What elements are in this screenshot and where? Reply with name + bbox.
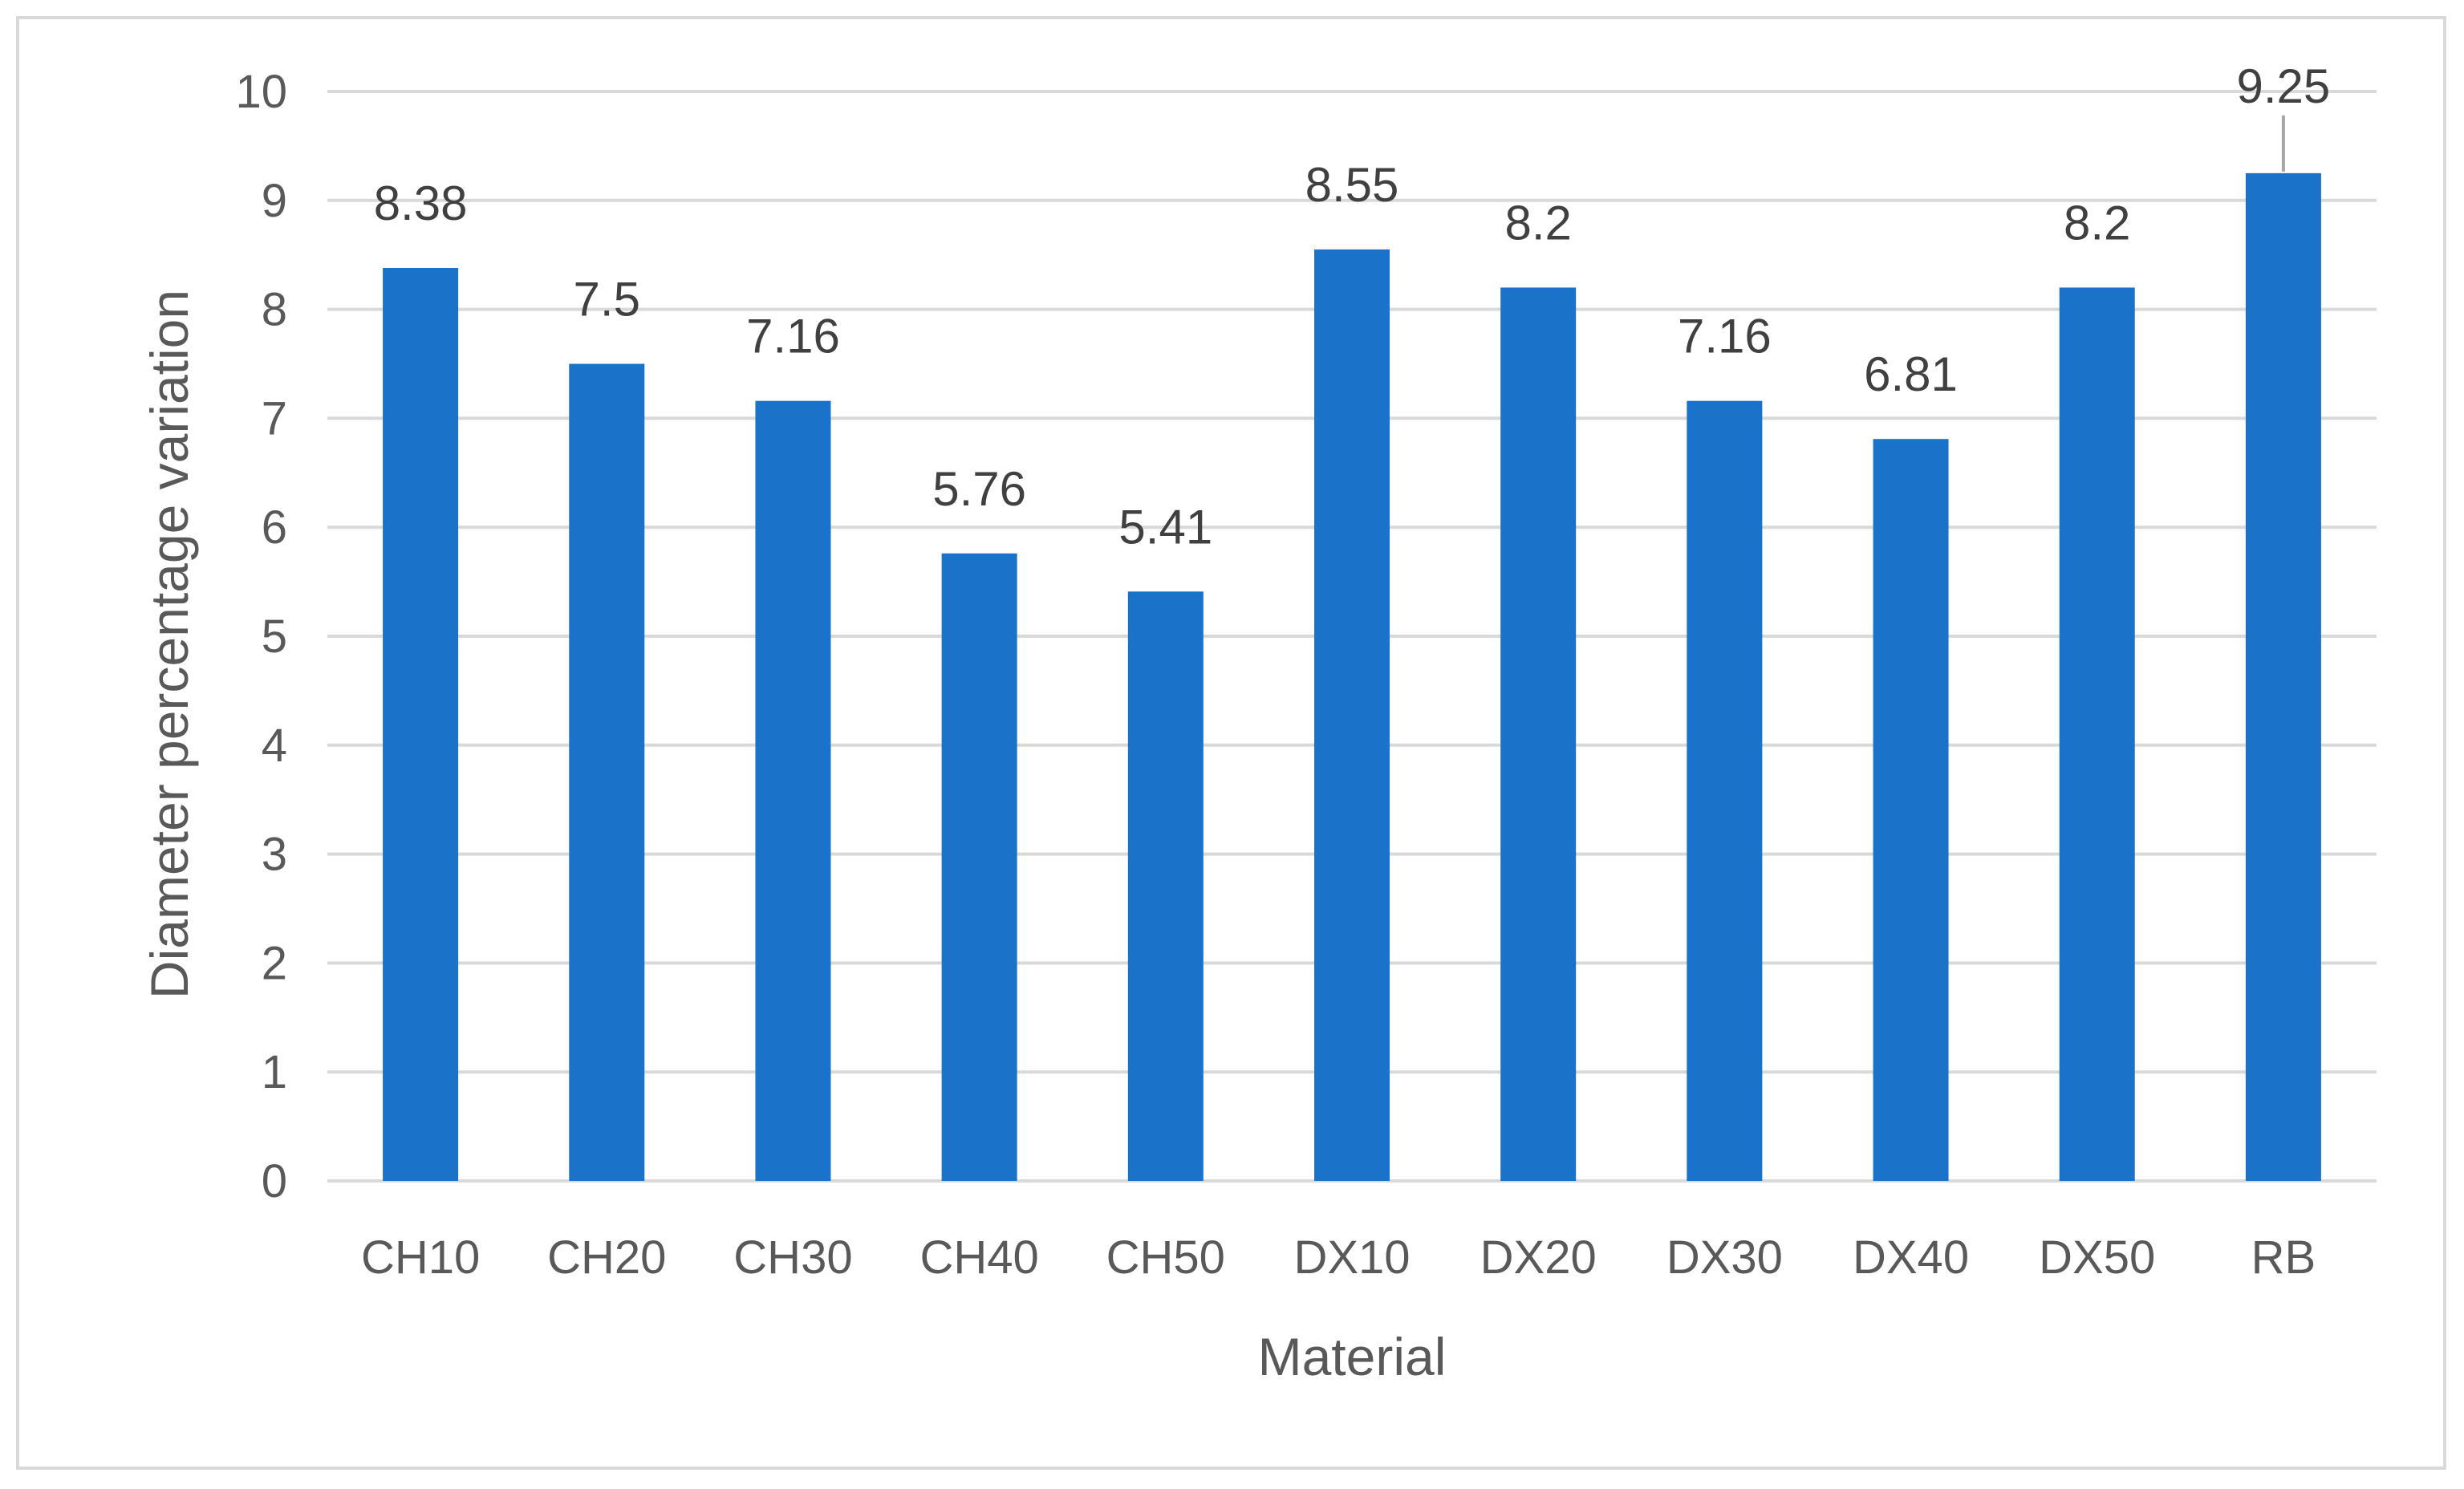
bar-ch50 <box>1127 591 1204 1181</box>
y-tick-label: 3 <box>262 829 287 881</box>
chart-frame: 8.38 7.5 7.16 5.76 5.41 8.55 8.2 7.16 6.81 8.2 9.2… <box>16 16 2446 1470</box>
bar-chart: 8.38 7.5 7.16 5.76 5.41 8.55 8.2 7.16 6.81 8.2 9.2… <box>140 59 2377 1386</box>
y-tick-label: 5 <box>262 611 287 663</box>
data-labels: 8.38 7.5 7.16 5.76 5.41 8.55 8.2 7.16 6.81 8.2 9.2… <box>374 59 2331 554</box>
x-tick-label: CH20 <box>547 1231 666 1284</box>
x-tick-label: CH30 <box>733 1231 852 1284</box>
x-axis-ticks: CH10 CH20 CH30 CH40 CH50 DX10 DX20 DX30 DX40 DX50… <box>361 1231 2316 1284</box>
data-label-dx50: 8.2 <box>2064 196 2130 250</box>
bar-dx30 <box>1687 400 1763 1181</box>
bar-ch40 <box>941 553 1017 1181</box>
x-tick-label: DX50 <box>2039 1231 2155 1284</box>
x-axis-title: Material <box>1258 1327 1447 1386</box>
bar-ch30 <box>755 400 831 1181</box>
bar-ch10 <box>383 267 459 1182</box>
y-tick-label: 10 <box>235 66 287 118</box>
data-label-dx30: 7.16 <box>1678 310 1772 363</box>
bar-dx20 <box>1500 287 1577 1182</box>
bar-dx40 <box>1873 439 1949 1181</box>
y-tick-label: 9 <box>262 175 287 227</box>
y-tick-label: 6 <box>262 501 287 554</box>
bar-ch20 <box>569 363 645 1181</box>
y-axis-title: Diameter percentage variation <box>140 290 199 999</box>
data-label-ch20: 7.5 <box>574 273 640 327</box>
x-tick-label: DX40 <box>1853 1231 1969 1284</box>
data-label-dx40: 6.81 <box>1864 347 1958 401</box>
bar-dx50 <box>2059 287 2135 1182</box>
y-tick-label: 8 <box>262 284 287 336</box>
x-tick-label: CH50 <box>1106 1231 1225 1284</box>
x-tick-label: DX20 <box>1480 1231 1597 1284</box>
y-tick-label: 1 <box>262 1046 287 1098</box>
x-tick-label: DX10 <box>1293 1231 1410 1284</box>
x-tick-label: CH10 <box>361 1231 480 1284</box>
data-label-rb: 9.25 <box>2237 59 2331 113</box>
y-tick-label: 0 <box>262 1155 287 1207</box>
bar-dx10 <box>1314 249 1390 1181</box>
x-tick-label: CH40 <box>919 1231 1038 1284</box>
bar-rb <box>2245 172 2321 1182</box>
data-label-dx10: 8.55 <box>1305 158 1399 212</box>
y-tick-label: 7 <box>262 392 287 444</box>
x-tick-label: RB <box>2251 1231 2316 1284</box>
y-tick-label: 2 <box>262 937 287 989</box>
x-tick-label: DX30 <box>1666 1231 1783 1284</box>
data-label-ch50: 5.41 <box>1118 500 1212 554</box>
bars <box>383 172 2321 1182</box>
y-axis-ticks: 0 1 2 3 4 5 6 7 8 9 10 <box>235 66 287 1207</box>
y-tick-label: 4 <box>262 720 287 772</box>
data-label-dx20: 8.2 <box>1504 196 1571 250</box>
data-label-ch10: 8.38 <box>374 176 468 230</box>
data-label-ch30: 7.16 <box>746 310 840 363</box>
data-label-ch40: 5.76 <box>932 462 1026 516</box>
